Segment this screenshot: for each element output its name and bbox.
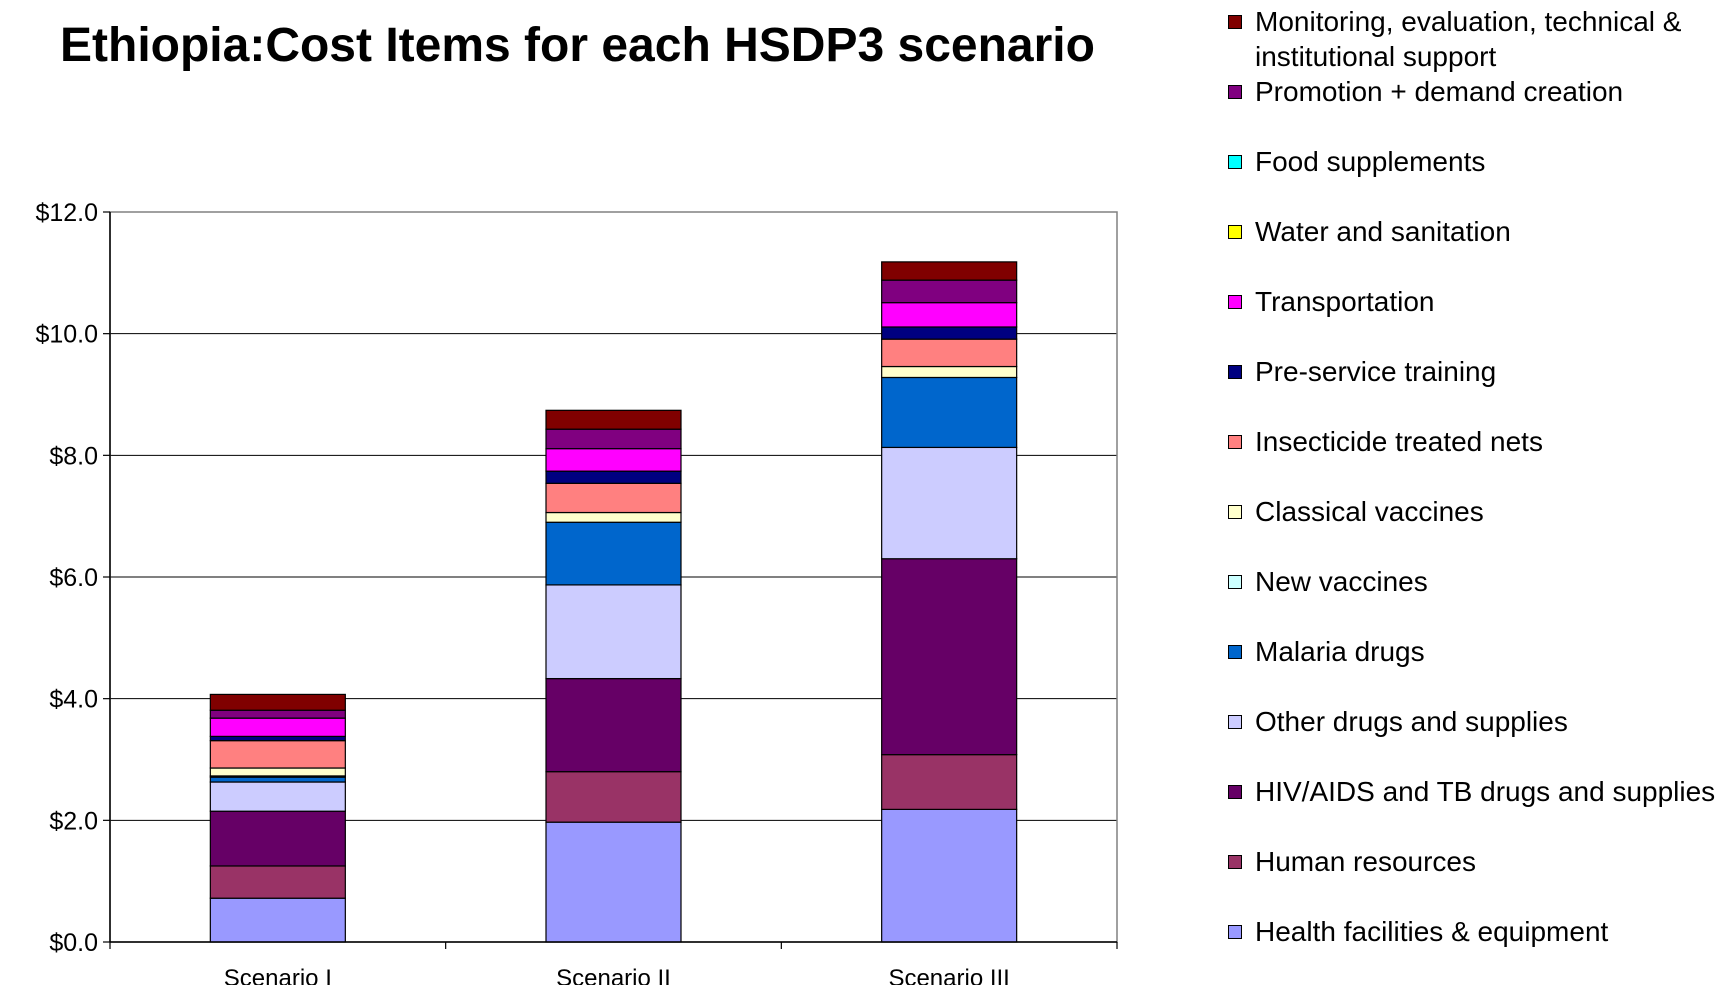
bar-segment [209, 693, 346, 711]
legend-item: Monitoring, evaluation, technical & inst… [1228, 4, 1728, 74]
legend-item: Other drugs and supplies [1228, 704, 1728, 774]
bar-segment [545, 448, 682, 472]
legend-label: Promotion + demand creation [1255, 76, 1624, 107]
legend-swatch [1228, 225, 1242, 239]
bar-segment [545, 771, 682, 823]
bar-segment [881, 808, 1018, 943]
x-tick-label: Scenario III [888, 965, 1009, 985]
bar-segment [881, 365, 1018, 379]
y-tick-label: $2.0 [49, 807, 98, 835]
legend-label: Human resources [1255, 846, 1476, 877]
legend-item: Human resources [1228, 844, 1728, 914]
y-tick-label: $10.0 [35, 321, 98, 349]
bar-segment [545, 470, 682, 484]
legend-label: Health facilities & equipment [1255, 916, 1609, 947]
y-tick-label: $0.0 [49, 929, 98, 957]
x-tick-label: Scenario II [556, 965, 671, 985]
legend-swatch [1228, 365, 1242, 379]
legend-swatch [1228, 785, 1242, 799]
legend-item: Malaria drugs [1228, 634, 1728, 704]
legend-swatch [1228, 155, 1242, 169]
bar-segment [209, 776, 346, 783]
y-tick-labels: $0.0 $2.0 $4.0 $6.0 $8.0 $10.0 $12.0 [35, 199, 98, 957]
bar-segment [209, 740, 346, 769]
x-tick-label: Scenario I [224, 965, 332, 985]
bar-segment [545, 428, 682, 450]
bar-segment [881, 261, 1018, 281]
y-tick-label: $12.0 [35, 199, 98, 227]
legend-item: Promotion + demand creation [1228, 74, 1728, 144]
legend-swatch [1228, 295, 1242, 309]
x-tick-labels: Scenario I Scenario II Scenario III [224, 965, 1010, 985]
legend-item: HIV/AIDS and TB drugs and supplies [1228, 774, 1728, 844]
bar-segment [545, 409, 682, 430]
legend-label: Transportation [1255, 286, 1435, 317]
y-tick-label: $6.0 [49, 564, 98, 592]
bar-segment [881, 326, 1018, 340]
bar-segment [881, 302, 1018, 328]
legend-swatch [1228, 575, 1242, 589]
legend-swatch [1228, 855, 1242, 869]
bar-segment [881, 338, 1018, 368]
bar-segment [209, 709, 346, 719]
legend-swatch [1228, 435, 1242, 449]
legend-item: Pre-service training [1228, 354, 1728, 424]
legend-item: Classical vaccines [1228, 494, 1728, 564]
legend-swatch [1228, 925, 1242, 939]
legend-label: HIV/AIDS and TB drugs and supplies [1255, 776, 1716, 807]
bar-segment [209, 767, 346, 777]
bar-segment [545, 821, 682, 943]
bar-segment [545, 677, 682, 773]
legend-swatch [1228, 85, 1242, 99]
legend-label: Monitoring, evaluation, technical & inst… [1255, 6, 1682, 72]
legend-label: Pre-service training [1255, 356, 1497, 387]
legend-swatch [1228, 645, 1242, 659]
stacked-bar-chart: $0.0 $2.0 $4.0 $6.0 $8.0 $10.0 $12.0 Scenario … [35, 199, 1118, 985]
legend-item: Insecticide treated nets [1228, 424, 1728, 494]
bar-segment [209, 735, 346, 742]
bar-segment [209, 897, 346, 943]
bars [209, 261, 1018, 943]
legend-item: Transportation [1228, 284, 1728, 354]
bar-segment [881, 279, 1018, 304]
bar-segment [545, 521, 682, 586]
legend-item: Health facilities & equipment [1228, 914, 1728, 984]
legend-item: Food supplements [1228, 144, 1728, 214]
legend-swatch [1228, 715, 1242, 729]
y-tick-label: $8.0 [49, 442, 98, 470]
legend-label: Insecticide treated nets [1255, 426, 1543, 457]
legend-label: Classical vaccines [1255, 496, 1484, 527]
bar-segment [881, 446, 1018, 560]
y-tick-label: $4.0 [49, 686, 98, 714]
legend-label: Other drugs and supplies [1255, 706, 1568, 737]
legend-item: Water and sanitation [1228, 214, 1728, 284]
bar-segment [209, 717, 346, 737]
legend-label: Malaria drugs [1255, 636, 1425, 667]
legend-item: New vaccines [1228, 564, 1728, 634]
bar-segment [881, 558, 1018, 756]
chart-title: Ethiopia:Cost Items for each HSDP3 scena… [60, 19, 1095, 72]
bar-segment [881, 376, 1018, 449]
legend-swatch [1228, 505, 1242, 519]
legend-label: Food supplements [1255, 146, 1486, 177]
legend: Monitoring, evaluation, technical & inst… [1228, 4, 1728, 984]
axes [103, 211, 1118, 949]
legend-label: New vaccines [1255, 566, 1428, 597]
bar-segment [209, 781, 346, 812]
legend-swatch [1228, 15, 1242, 29]
bar-segment [881, 754, 1018, 810]
bar-segment [545, 584, 682, 680]
bar-segment [545, 511, 682, 523]
bar-segment [209, 810, 346, 867]
bar-segment [209, 865, 346, 899]
bar-segment [545, 482, 682, 514]
legend-label: Water and sanitation [1255, 216, 1511, 247]
